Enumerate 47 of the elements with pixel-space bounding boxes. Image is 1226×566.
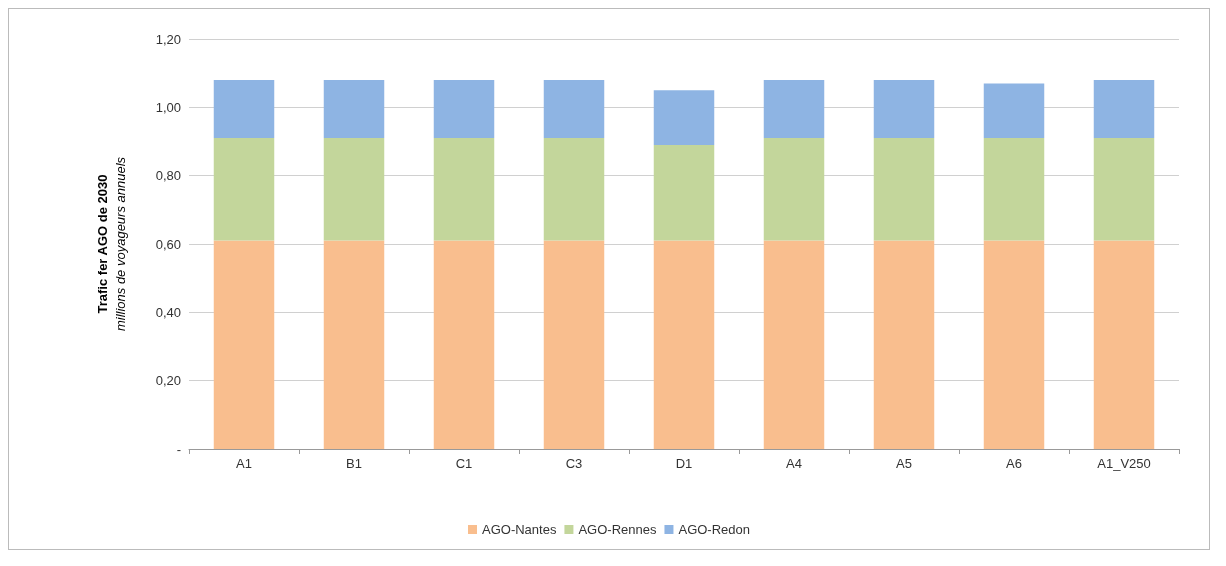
y-tick-label: 1,00 [155, 99, 181, 115]
bar [873, 80, 935, 139]
bar [543, 138, 605, 241]
bar [983, 240, 1045, 449]
bar [653, 90, 715, 145]
legend-label: AGO-Nantes [482, 522, 557, 537]
bar [763, 138, 825, 241]
bar [763, 80, 825, 139]
bar [983, 138, 1045, 241]
x-tick-label: A1 [236, 456, 252, 471]
bar [1093, 80, 1155, 139]
bar [433, 138, 495, 241]
bar [213, 138, 275, 241]
y-tick-label: 0,80 [155, 168, 181, 184]
x-tick-label: A4 [786, 456, 802, 471]
x-tick-label: A1_V250 [1097, 456, 1151, 471]
bar [653, 144, 715, 241]
y-tick-label: 0,60 [155, 236, 181, 252]
bar [653, 240, 715, 449]
y-tick-label: - [176, 441, 181, 457]
x-tick-label: C3 [565, 456, 583, 471]
y-tick-label: 0,20 [155, 373, 181, 389]
x-tick-label: B1 [346, 456, 362, 471]
bar [763, 240, 825, 449]
bar [323, 138, 385, 241]
x-tick-label: A6 [1006, 456, 1022, 471]
bar [873, 240, 935, 449]
bar [983, 83, 1045, 139]
bar [433, 240, 495, 449]
bar [323, 80, 385, 139]
legend-label: AGO-Rennes [578, 522, 657, 537]
legend-label: AGO-Redon [678, 522, 750, 537]
bar [213, 80, 275, 139]
bar [543, 80, 605, 139]
y-axis-title: Trafic fer AGO de 2030 millions de voyageurs annuels [94, 156, 128, 332]
x-tick-label: C1 [455, 456, 473, 471]
y-tick-label: 0,40 [155, 304, 181, 320]
bar [1093, 138, 1155, 241]
x-tick-label: D1 [675, 456, 693, 471]
bar [433, 80, 495, 139]
bar [873, 138, 935, 241]
bar [543, 240, 605, 449]
x-tick-label: A5 [896, 456, 912, 471]
y-tick-label: 1,20 [155, 31, 181, 47]
bar [323, 240, 385, 449]
bar [213, 240, 275, 449]
bar [1093, 240, 1155, 449]
